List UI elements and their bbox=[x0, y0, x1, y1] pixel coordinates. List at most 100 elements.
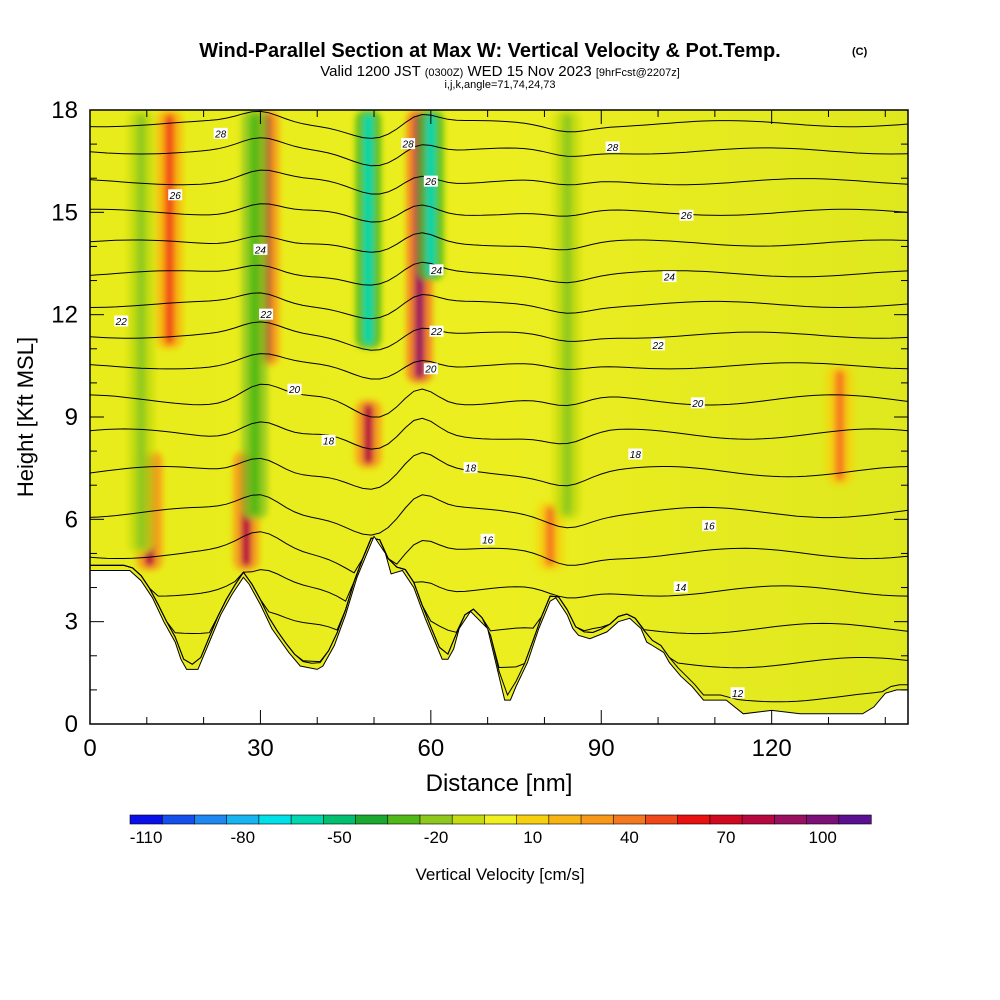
theta-label-text-21: 14 bbox=[675, 583, 687, 594]
theta-contour-line-6 bbox=[90, 451, 908, 490]
colorbar-tick-label-2: -50 bbox=[327, 828, 352, 847]
theta-label-0: 28 bbox=[213, 127, 228, 140]
theta-label-text-20: 16 bbox=[704, 522, 716, 533]
theta-label-text-5: 26 bbox=[680, 211, 693, 222]
colorbar-tick-label-0: -110 bbox=[130, 828, 163, 847]
colorbar-tick-label-1: -80 bbox=[231, 828, 256, 847]
x-tick-label-1: 30 bbox=[247, 735, 274, 762]
theta-contour-line-4 bbox=[90, 531, 908, 574]
x-axis-label: Distance [nm] bbox=[426, 770, 573, 797]
theta-contour-line-12 bbox=[90, 261, 908, 286]
theta-label-14: 20 bbox=[423, 363, 438, 376]
theta-label-text-8: 24 bbox=[663, 273, 676, 284]
colorbar-swatch-10 bbox=[451, 814, 485, 825]
x-tick-label-4: 120 bbox=[752, 735, 792, 762]
theta-label-text-7: 24 bbox=[430, 266, 443, 277]
subtitle-date: WED 15 Nov 2023 bbox=[467, 63, 591, 80]
theta-label-text-6: 24 bbox=[254, 245, 267, 256]
theta-label-7: 24 bbox=[429, 264, 444, 277]
colorbar-swatch-5 bbox=[290, 814, 324, 825]
colorbar-tick-label-3: -20 bbox=[424, 828, 449, 847]
x-tick-labels: 0 30 60 90 120 bbox=[83, 735, 791, 762]
y-tick-label-2: 6 bbox=[65, 506, 78, 533]
theta-contour-line-11 bbox=[90, 292, 908, 320]
theta-label-5: 26 bbox=[679, 209, 694, 222]
theta-label-text-19: 16 bbox=[482, 535, 494, 546]
colorbar-swatch-8 bbox=[387, 814, 421, 825]
colorbar-swatch-22 bbox=[838, 814, 872, 825]
x-tick-label-2: 60 bbox=[417, 735, 444, 762]
colorbar-swatch-3 bbox=[226, 814, 260, 825]
theta-label-text-3: 26 bbox=[169, 191, 182, 202]
colorbar-swatch-12 bbox=[516, 814, 550, 825]
theta-contour-line-15 bbox=[90, 169, 908, 195]
copyright-mark: (C) bbox=[852, 46, 868, 58]
theta-label-text-22: 12 bbox=[732, 689, 744, 700]
colorbar: -110 -80 -50 -20 10 40 70 100 Vertical Velocity… bbox=[129, 814, 872, 884]
theta-label-6: 24 bbox=[253, 243, 268, 256]
theta-label-text-0: 28 bbox=[214, 129, 227, 140]
colorbar-swatch-15 bbox=[612, 814, 647, 825]
theta-label-4: 26 bbox=[423, 175, 438, 188]
plot-area: 28 28 28 26 26 26 24 24 24 22 22 22 22 20 20 20 18 18 18 16… bbox=[51, 97, 909, 762]
terrain-mask bbox=[90, 535, 908, 724]
colorbar-swatch-6 bbox=[322, 814, 357, 825]
y-tick-label-6: 18 bbox=[51, 97, 78, 124]
colorbar-swatches bbox=[129, 814, 872, 825]
theta-contour-line-16 bbox=[90, 137, 908, 167]
downdraft-core-0 bbox=[136, 114, 147, 550]
subtitle-forecast: [9hrFcst@2207z] bbox=[596, 67, 680, 79]
theta-label-text-13: 20 bbox=[288, 385, 301, 396]
colorbar-swatch-11 bbox=[484, 814, 518, 825]
theta-label-text-4: 26 bbox=[424, 177, 437, 188]
section-params: i,j,k,angle=71,74,24,73 bbox=[444, 79, 555, 91]
theta-label-text-17: 18 bbox=[465, 464, 477, 475]
y-tick-label-0: 0 bbox=[65, 711, 78, 738]
x-tick-label-0: 0 bbox=[83, 735, 96, 762]
theta-label-12: 22 bbox=[651, 339, 666, 352]
theta-label-3: 26 bbox=[168, 189, 183, 202]
colorbar-label: Vertical Velocity [cm/s] bbox=[415, 865, 584, 884]
theta-contour-line-14 bbox=[90, 203, 908, 223]
theta-label-9: 22 bbox=[114, 315, 129, 328]
y-tick-label-4: 12 bbox=[51, 302, 78, 329]
colorbar-tick-label-7: 100 bbox=[809, 828, 837, 847]
theta-label-text-16: 18 bbox=[323, 436, 335, 447]
theta-contour-line-5 bbox=[90, 494, 908, 536]
theta-label-22: 12 bbox=[730, 687, 745, 700]
theta-contour-line-9 bbox=[90, 353, 908, 380]
chart-title: Wind-Parallel Section at Max W: Vertical… bbox=[199, 40, 780, 62]
theta-label-text-1: 28 bbox=[402, 140, 415, 151]
theta-label-text-11: 22 bbox=[430, 327, 443, 338]
y-tick-labels: 0 3 6 9 12 15 18 bbox=[51, 97, 78, 738]
theta-label-2: 28 bbox=[605, 141, 620, 154]
colorbar-swatch-0 bbox=[129, 814, 163, 825]
theta-contour-line-13 bbox=[90, 232, 908, 253]
colorbar-tick-label-5: 40 bbox=[620, 828, 639, 847]
colorbar-swatch-16 bbox=[645, 814, 679, 825]
colorbar-swatch-13 bbox=[548, 814, 582, 825]
y-tick-label-5: 15 bbox=[51, 199, 78, 226]
colorbar-swatch-19 bbox=[741, 814, 775, 825]
colorbar-swatch-1 bbox=[161, 814, 196, 825]
plot-background bbox=[90, 110, 908, 724]
theta-label-19: 16 bbox=[480, 533, 495, 546]
colorbar-tick-label-4: 10 bbox=[523, 828, 542, 847]
y-tick-label-1: 3 bbox=[65, 609, 78, 636]
theta-label-16: 18 bbox=[321, 434, 336, 447]
updraft-core-7 bbox=[834, 369, 845, 482]
colorbar-swatch-18 bbox=[709, 814, 743, 825]
theta-label-15: 20 bbox=[690, 397, 705, 410]
colorbar-swatch-20 bbox=[774, 814, 808, 825]
colorbar-swatch-14 bbox=[580, 814, 614, 825]
updraft-core-4 bbox=[363, 403, 374, 465]
colorbar-swatch-9 bbox=[419, 814, 453, 825]
colorbar-swatch-7 bbox=[355, 814, 389, 825]
y-axis-label: Height [Kft MSL] bbox=[13, 337, 38, 497]
theta-contour-line-8 bbox=[90, 383, 908, 418]
colorbar-swatch-2 bbox=[194, 814, 228, 825]
theta-label-1: 28 bbox=[401, 138, 416, 151]
downdraft-core-2 bbox=[363, 114, 374, 345]
x-tick-label-3: 90 bbox=[588, 735, 615, 762]
